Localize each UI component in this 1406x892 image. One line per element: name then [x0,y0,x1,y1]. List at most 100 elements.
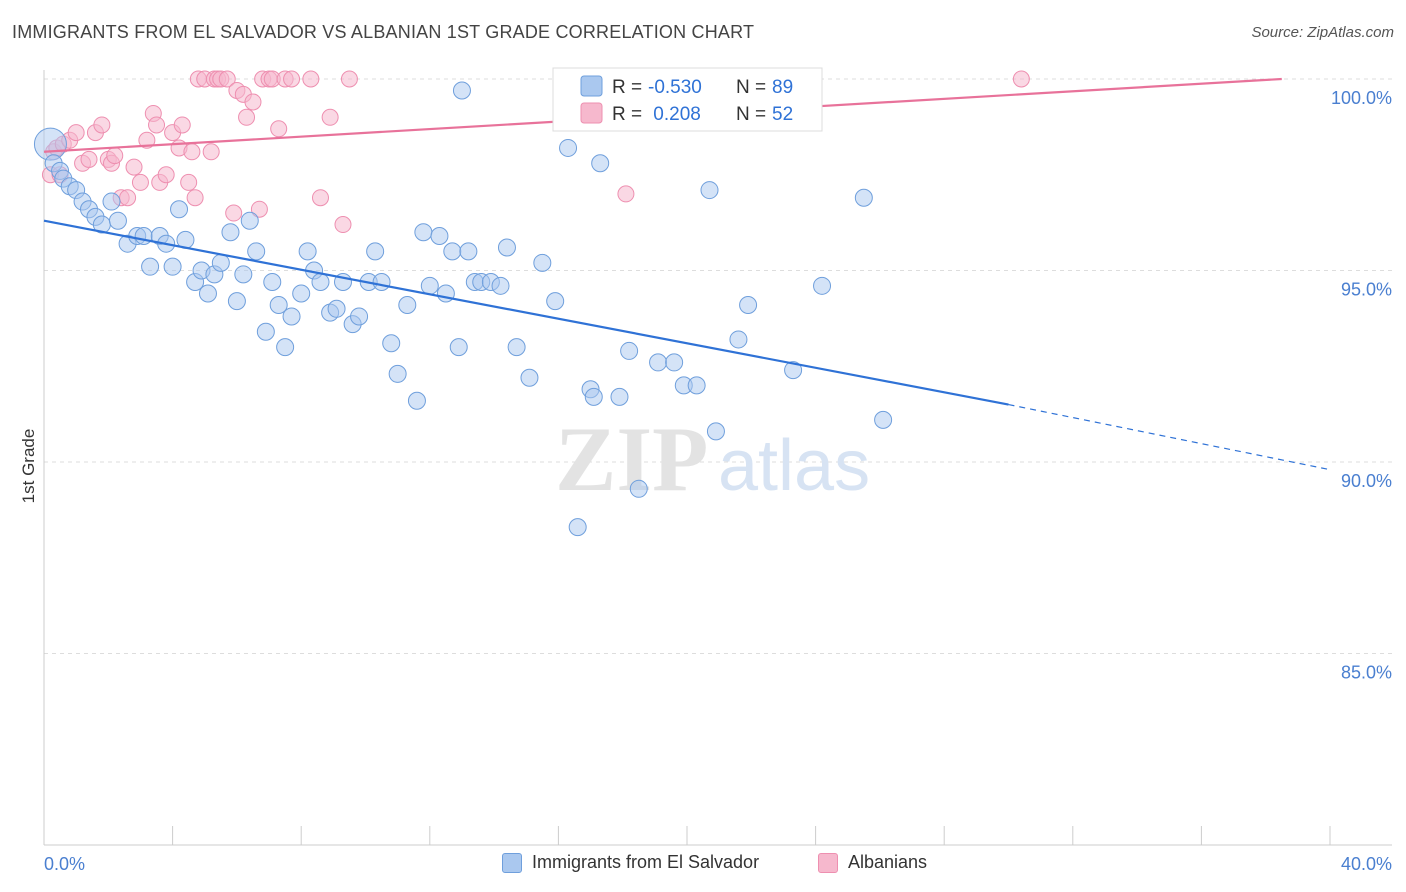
stats-legend: R = -0.530 N = 89 R = 0.208 N = 52 [552,67,823,132]
el-salvador-trend-extension [1008,403,1331,471]
el-salvador-point [874,410,893,429]
el-salvador-point [282,307,301,326]
albanians-point [617,185,635,203]
el-salvador-point [706,422,725,441]
el-salvador-point [269,295,288,314]
el-salvador-point [372,272,391,291]
tick-labels: 85.0% 90.0% 95.0% 100.0% 0.0% 40.0% [44,88,1392,874]
albanians-point [119,189,137,207]
y-axis-label: 1st Grade [19,429,38,504]
source-label: Source: ZipAtlas.com [1251,24,1394,41]
el-salvador-point [141,257,160,276]
albanians-point [244,93,262,111]
albanians-point [334,216,352,234]
el-salvador-point [452,81,471,100]
legend-n-value-pink: 52 [772,104,793,125]
el-salvador-point [546,292,565,311]
watermark-atlas: atlas [718,426,870,506]
legend-swatch-blue [580,75,603,97]
albanians-point [225,204,243,222]
x-tick-label-min: 0.0% [44,854,85,874]
el-salvador-point [559,138,578,157]
el-salvador-point [256,322,275,341]
el-salvador-trend-line [43,219,1009,406]
el-salvador-point [591,154,610,173]
grid-lines [44,78,1392,654]
albanians-point [131,173,149,191]
el-salvador-points [33,81,893,537]
el-salvador-point [108,211,127,230]
el-salvador-point [533,253,552,272]
albanians-point [186,189,204,207]
el-salvador-point [311,272,330,291]
el-salvador-point [298,242,317,261]
el-salvador-point [327,299,346,318]
el-salvador-point [443,242,462,261]
albanians-point [106,147,124,165]
legend-swatch-albanians [818,852,838,873]
el-salvador-point [568,518,587,537]
legend-r-label-blue: R = [612,77,642,98]
el-salvador-point [520,368,539,387]
el-salvador-point [507,338,526,357]
legend-n-value-blue: 89 [772,77,793,98]
albanians-point [238,108,256,126]
el-salvador-point [102,192,121,211]
el-salvador-point [584,387,603,406]
albanians-point [93,116,111,134]
bottom-legend: Immigrants from El Salvador Albanians [0,852,1406,876]
el-salvador-point [649,353,668,372]
el-salvador-point [350,307,369,326]
el-salvador-point [382,334,401,353]
el-salvador-point [247,242,266,261]
el-salvador-point [227,292,246,311]
albanians-point [218,70,236,88]
legend-swatch-el-salvador [502,852,522,873]
el-salvador-point [366,242,385,261]
albanians-point [173,116,191,134]
chart-title: IMMIGRANTS FROM EL SALVADOR VS ALBANIAN … [12,22,755,42]
el-salvador-point [414,223,433,242]
legend-n-label-pink: N = [736,104,766,125]
albanians-point [321,108,339,126]
el-salvador-point [629,479,648,498]
el-salvador-point [449,338,468,357]
albanians-point [183,143,201,161]
el-salvador-point [729,330,748,349]
el-salvador-point [497,238,516,257]
el-salvador-point [388,364,407,383]
el-salvador-point [263,272,282,291]
el-salvador-point [240,211,259,230]
el-salvador-point [276,338,295,357]
legend-r-label-pink: R = [612,104,642,125]
legend-swatch-pink [580,102,603,124]
el-salvador-point [784,361,803,380]
el-salvador-point [459,242,478,261]
albanians-points [41,70,1030,234]
el-salvador-point [292,284,311,303]
albanians-point [302,70,320,88]
el-salvador-point [687,376,706,395]
albanians-point [283,70,301,88]
watermark-zip: ZIP [555,408,708,510]
legend-label-albanians: Albanians [848,852,928,872]
albanians-point [157,166,175,184]
albanians-point [80,150,98,168]
y-tick-label: 100.0% [1331,88,1392,108]
albanians-point [250,200,268,218]
y-tick-label: 95.0% [1341,280,1392,300]
el-salvador-point [398,295,417,314]
legend-item-albanians: Albanians [818,852,927,873]
albanians-point [270,120,288,138]
el-salvador-point [620,341,639,360]
albanians-point [340,70,358,88]
albanians-point [67,124,85,142]
el-salvador-point [134,227,153,246]
legend-n-label-blue: N = [736,77,766,98]
el-salvador-point [491,276,510,295]
legend-item-el-salvador: Immigrants from El Salvador [502,852,759,873]
albanians-point [311,189,329,207]
albanians-point [1012,70,1030,88]
el-salvador-point [221,223,240,242]
